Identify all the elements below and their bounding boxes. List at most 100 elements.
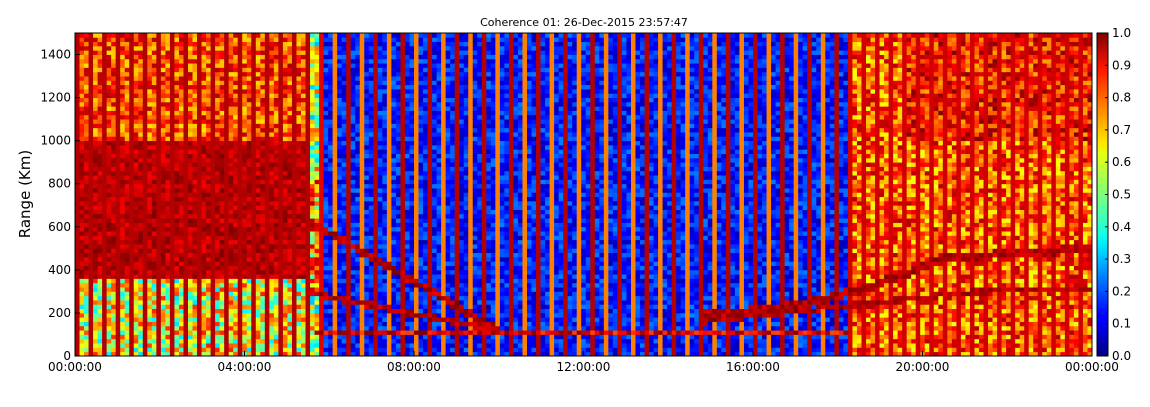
heatmap-cell	[282, 84, 288, 90]
heatmap-cell	[178, 106, 184, 111]
heatmap-cell	[111, 196, 117, 202]
heatmap-cell	[115, 88, 121, 94]
heatmap-cell	[228, 248, 234, 254]
heatmap-cell	[260, 256, 266, 262]
heatmap-cell	[228, 261, 234, 266]
heatmap-cell	[156, 170, 162, 176]
heatmap-cell	[251, 265, 257, 271]
heatmap-cell	[273, 58, 279, 64]
heatmap-cell	[269, 110, 275, 116]
heatmap-cell	[147, 256, 153, 262]
heatmap-cell	[291, 338, 297, 344]
heatmap-cell	[183, 33, 189, 38]
heatmap-cell	[269, 140, 275, 146]
heatmap-cell	[282, 110, 288, 116]
heatmap-cell	[93, 343, 98, 348]
heatmap-cell	[188, 343, 193, 348]
heatmap-cell	[332, 269, 338, 275]
heatmap-cell	[323, 343, 329, 348]
heatmap-cell	[314, 45, 320, 51]
heatmap-cell	[188, 67, 193, 73]
heatmap-cell	[228, 226, 234, 232]
heatmap-cell	[188, 41, 193, 47]
heatmap-cell	[364, 222, 370, 228]
heatmap-cell	[151, 80, 157, 86]
heatmap-cell	[368, 33, 374, 38]
heatmap-cell	[282, 97, 288, 103]
heatmap-cell	[355, 127, 361, 133]
heatmap-cell	[147, 347, 153, 353]
heatmap-cell	[328, 312, 334, 318]
heatmap-cell	[287, 330, 293, 335]
heatmap-cell	[282, 71, 288, 77]
heatmap-cell	[359, 287, 365, 292]
heatmap-cell	[151, 269, 157, 275]
heatmap-cell	[242, 119, 248, 124]
heatmap-cell	[79, 58, 85, 64]
heatmap-cell	[269, 153, 275, 159]
heatmap-cell	[260, 170, 266, 176]
heatmap-cell	[291, 231, 297, 236]
heatmap-cell	[142, 93, 148, 98]
heatmap-cell	[120, 76, 126, 81]
heatmap-cell	[197, 226, 202, 232]
heatmap-cell	[346, 330, 352, 335]
heatmap-cell	[305, 239, 311, 245]
heatmap-cell	[260, 308, 266, 314]
heatmap-cell	[323, 330, 329, 335]
heatmap-cell	[188, 200, 193, 206]
heatmap-cell	[178, 136, 184, 142]
heatmap-cell	[278, 54, 284, 60]
heatmap-cell	[169, 179, 175, 185]
heatmap-cell	[224, 71, 230, 77]
heatmap-cell	[210, 33, 216, 38]
heatmap-cell	[147, 175, 153, 180]
heatmap-cell	[233, 166, 239, 172]
heatmap-cell	[75, 127, 80, 133]
heatmap-cell	[183, 50, 189, 55]
heatmap-cell	[368, 50, 374, 55]
heatmap-cell	[337, 308, 343, 314]
heatmap-cell	[296, 343, 302, 348]
heatmap-cell	[251, 80, 257, 86]
heatmap-cell	[255, 209, 261, 215]
heatmap-cell	[287, 84, 293, 90]
heatmap-cell	[251, 88, 257, 94]
heatmap-cell	[160, 261, 166, 266]
heatmap-cell	[237, 50, 243, 55]
heatmap-cell	[341, 106, 347, 111]
heatmap-cell	[282, 295, 288, 301]
heatmap-cell	[188, 222, 193, 228]
heatmap-cell	[215, 218, 221, 223]
heatmap-cell	[142, 278, 148, 284]
heatmap-cell	[273, 321, 279, 327]
heatmap-cell	[142, 304, 148, 310]
heatmap-cell	[242, 33, 248, 38]
heatmap-cell	[169, 248, 175, 254]
heatmap-cell	[215, 338, 221, 344]
heatmap-cell	[133, 58, 139, 64]
heatmap-cell	[188, 97, 193, 103]
heatmap-cell	[206, 321, 211, 327]
heatmap-cell	[79, 88, 85, 94]
heatmap-cell	[237, 334, 243, 340]
heatmap-cell	[210, 192, 216, 198]
heatmap-cell	[255, 114, 261, 120]
heatmap-cell	[273, 123, 279, 129]
heatmap-cell	[301, 76, 306, 81]
heatmap-cell	[278, 93, 284, 98]
heatmap-cell	[319, 58, 324, 64]
heatmap-cell	[287, 144, 293, 150]
heatmap-cell	[337, 157, 343, 163]
heatmap-cell	[138, 308, 144, 314]
heatmap-cell	[368, 106, 374, 111]
heatmap-cell	[138, 114, 144, 120]
heatmap-cell	[183, 114, 189, 120]
heatmap-cell	[192, 132, 198, 137]
heatmap-cell	[138, 175, 144, 180]
heatmap-cell	[282, 88, 288, 94]
heatmap-cell	[346, 84, 352, 90]
heatmap-cell	[129, 334, 135, 340]
heatmap-cell	[165, 54, 171, 60]
heatmap-cell	[188, 63, 193, 68]
